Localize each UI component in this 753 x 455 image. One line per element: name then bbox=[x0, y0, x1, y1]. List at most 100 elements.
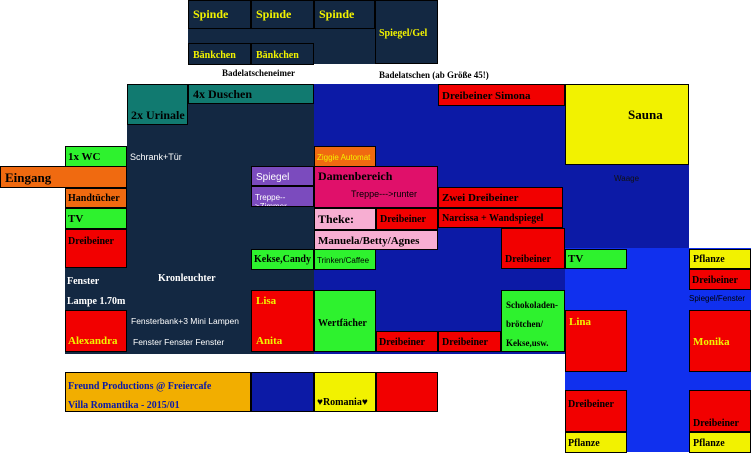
manuela: Manuela/Betty/Agnes bbox=[314, 230, 438, 250]
lina-label: Lina bbox=[569, 316, 592, 328]
credit-box: Freund Productions @ Freiercafe Villa Rom… bbox=[65, 372, 251, 412]
fensterbank-label: Fensterbank+3 Mini Lampen bbox=[131, 317, 239, 326]
dreibeiner-simona-label: Dreibeiner Simona bbox=[442, 90, 531, 102]
handtuecher-label: Handtücher bbox=[68, 193, 120, 204]
badelatscheneimer-label: Badelatscheneimer bbox=[222, 68, 295, 78]
lampe: Lampe 1.70m bbox=[67, 296, 129, 309]
dreibeiner-mid-label: Dreibeiner bbox=[505, 254, 551, 265]
trinken-caffee: Trinken/Caffee bbox=[314, 249, 376, 270]
credit-line-2: Villa Romantika - 2015/01 bbox=[68, 400, 180, 411]
schokoladen: Schokoladen-brötchen/Kekse,usw. bbox=[501, 290, 565, 352]
lisa-anita: Lisa bbox=[251, 290, 314, 352]
dreibeiner-r2-label: Dreibeiner bbox=[568, 399, 614, 410]
fenster3-label: Fenster Fenster Fenster bbox=[133, 338, 225, 347]
waage-label: Waage bbox=[614, 174, 640, 183]
monika: Monika bbox=[689, 310, 751, 372]
kekse-candy: Kekse,Candy bbox=[251, 249, 314, 270]
urinale: 2x Urinale bbox=[127, 84, 188, 125]
wertfaecher-label: Wertfächer bbox=[318, 318, 367, 329]
zwei-dreibeiner: Zwei Dreibeiner bbox=[438, 187, 563, 208]
alexandra-label: Alexandra bbox=[68, 335, 118, 347]
kekse-usw-label: Kekse,usw. bbox=[506, 337, 549, 348]
spiegel-gel-label: Spiegel/Gel bbox=[379, 28, 428, 39]
tv-left: TV bbox=[65, 208, 127, 229]
treppe-runter-label: Treppe--->runter bbox=[351, 188, 417, 199]
narcissa-label: Narcissa + Wandspiegel bbox=[442, 213, 544, 224]
badelatschen: Badelatschen (ab Größe 45!) bbox=[379, 70, 563, 84]
wertfaecher: Wertfächer bbox=[314, 290, 376, 352]
right-room-lower bbox=[627, 390, 689, 452]
tv-right-label: TV bbox=[568, 253, 584, 265]
spinde-3-label: Spinde bbox=[319, 7, 355, 21]
broetchen-label: brötchen/ bbox=[506, 318, 543, 329]
dreibeiner-mid: Dreibeiner bbox=[501, 228, 565, 269]
eingang-label: Eingang bbox=[5, 170, 52, 185]
spinde-1: Spinde bbox=[188, 0, 251, 29]
dreibeiner-r3: Dreibeiner bbox=[689, 390, 751, 432]
blue-hall-right bbox=[565, 165, 689, 249]
urinale-label: 2x Urinale bbox=[131, 108, 185, 122]
alexandra: Alexandra bbox=[65, 310, 127, 352]
flag-yellow: ♥Romania♥ bbox=[314, 372, 376, 412]
dreibeiner-left-label: Dreibeiner bbox=[68, 236, 114, 247]
ziggie-automat: Ziggie Automat bbox=[314, 146, 376, 167]
manuela-label: Manuela/Betty/Agnes bbox=[318, 235, 420, 247]
lina: Lina bbox=[565, 310, 627, 372]
narcissa: Narcissa + Wandspiegel bbox=[438, 208, 563, 228]
spiegel-label: Spiegel bbox=[256, 172, 290, 183]
fenster-label: Fenster bbox=[67, 276, 100, 287]
spinde-3: Spinde bbox=[314, 0, 375, 29]
treppe-zimmer: Treppe-->Zimmer bbox=[251, 186, 314, 207]
wc-label: 1x WC bbox=[68, 151, 101, 163]
duschen: 4x Duschen bbox=[188, 84, 314, 104]
fensterbank: Fensterbank+3 Mini Lampen bbox=[131, 317, 251, 329]
dreibeiner-b2: Dreibeiner bbox=[438, 331, 501, 352]
pflanze-br-label: Pflanze bbox=[693, 438, 725, 449]
schokoladen-label: Schokoladen- bbox=[506, 300, 559, 310]
monika-label: Monika bbox=[693, 336, 730, 348]
schrank-tuer: Schrank+Tür bbox=[130, 152, 220, 164]
kronleuchter-label: Kronleuchter bbox=[158, 273, 216, 284]
baenkchen-1: Bänkchen bbox=[188, 43, 251, 65]
pflanze-br: Pflanze bbox=[689, 432, 751, 453]
anita-label: Anita bbox=[256, 335, 283, 347]
dreibeiner-simona: Dreibeiner Simona bbox=[438, 84, 565, 106]
romania-label: ♥Romania♥ bbox=[317, 397, 368, 408]
spiegel-r-label: Spiegel/Fenster bbox=[689, 294, 746, 303]
kekse-candy-label: Kekse,Candy bbox=[254, 254, 311, 265]
spiegel-r: Spiegel/Fenster bbox=[689, 294, 753, 306]
white-strip-top bbox=[188, 64, 563, 84]
dreibeiner-theke: Dreibeiner bbox=[376, 208, 438, 230]
pflanze-bl: Pflanze bbox=[565, 432, 627, 453]
ziggie-automat-label: Ziggie Automat bbox=[317, 153, 371, 162]
theke: Theke: bbox=[314, 208, 376, 230]
dreibeiner-r1: Dreibeiner bbox=[689, 269, 751, 290]
pflanze-bl-label: Pflanze bbox=[568, 438, 600, 449]
spiegel: Spiegel bbox=[251, 166, 314, 186]
dreibeiner-b1-label: Dreibeiner bbox=[379, 337, 425, 348]
baenkchen-2: Bänkchen bbox=[251, 43, 314, 65]
spinde-1-label: Spinde bbox=[193, 7, 229, 21]
sauna: Sauna bbox=[565, 84, 689, 165]
theke-label: Theke: bbox=[318, 212, 354, 226]
baenkchen-1-label: Bänkchen bbox=[193, 50, 236, 61]
pflanze-top-label: Pflanze bbox=[693, 254, 725, 265]
dreibeiner-r1-label: Dreibeiner bbox=[692, 275, 738, 286]
dreibeiner-r3-label: Dreibeiner bbox=[693, 418, 739, 429]
anita: Anita bbox=[256, 335, 306, 349]
lisa-label: Lisa bbox=[256, 295, 277, 307]
tv-right: TV bbox=[565, 249, 627, 269]
handtuecher: Handtücher bbox=[65, 188, 127, 208]
spiegel-gel: Spiegel/Gel bbox=[375, 0, 438, 64]
spinde-2-label: Spinde bbox=[256, 7, 292, 21]
treppe-zimmer-label: Treppe-->Zimmer bbox=[255, 193, 287, 207]
spinde-2: Spinde bbox=[251, 0, 314, 29]
badelatscheneimer: Badelatscheneimer bbox=[222, 68, 314, 82]
fenster: Fenster bbox=[67, 276, 127, 289]
baenkchen-2-label: Bänkchen bbox=[256, 50, 299, 61]
credit-line-1: Freund Productions @ Freiercafe bbox=[68, 381, 212, 392]
flag-blue bbox=[251, 372, 314, 412]
duschen-label: 4x Duschen bbox=[193, 87, 253, 101]
pflanze-top: Pflanze bbox=[689, 249, 751, 269]
badelatschen-label: Badelatschen (ab Größe 45!) bbox=[379, 70, 489, 80]
